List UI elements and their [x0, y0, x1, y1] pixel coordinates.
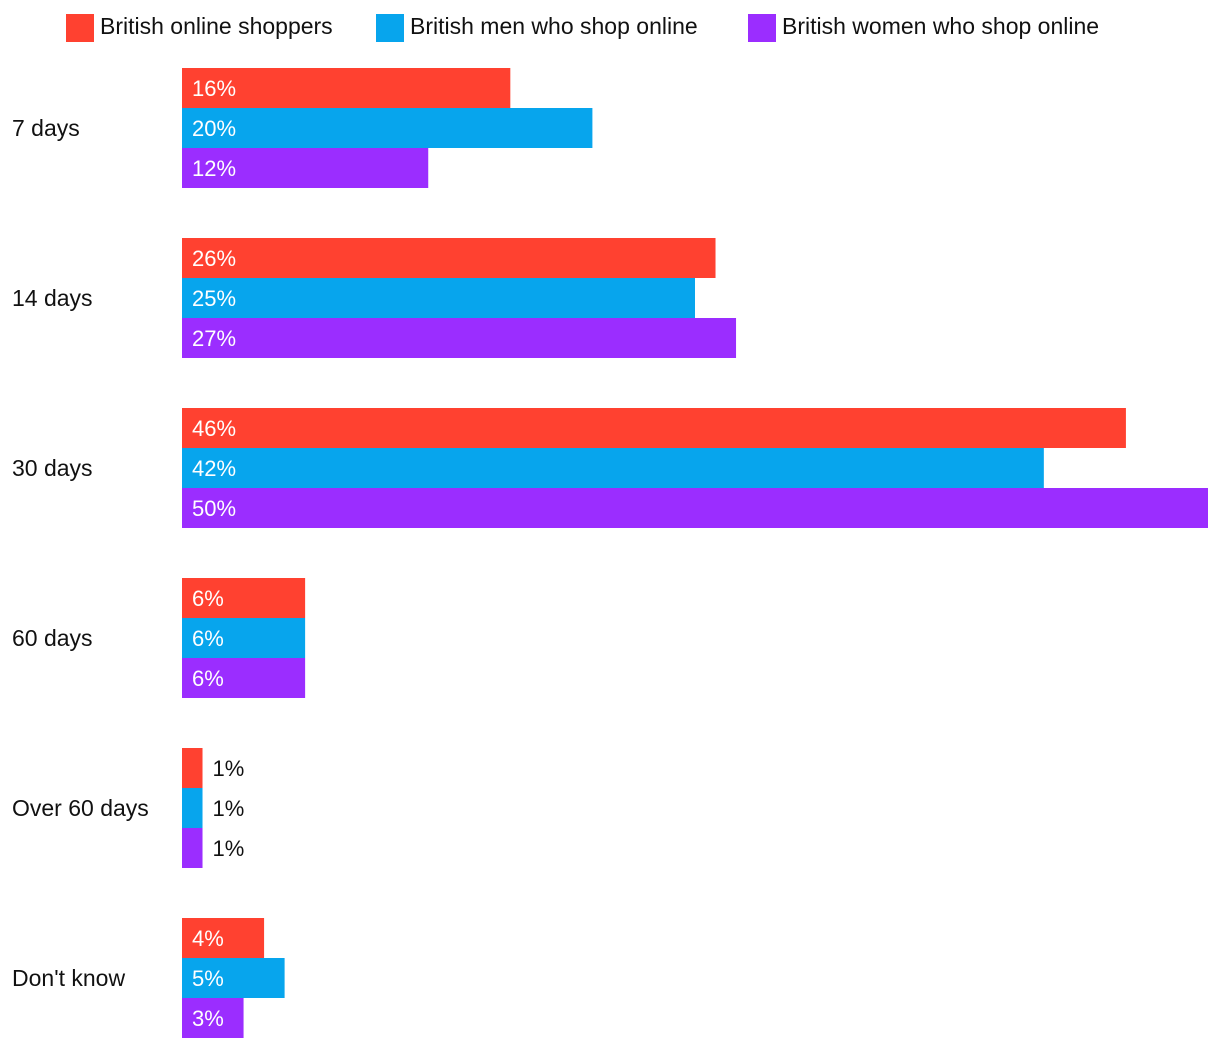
bar-1-6 — [182, 918, 265, 958]
legend-swatch-1 — [66, 14, 94, 42]
bar-2-4 — [182, 618, 306, 658]
bar-1-5 — [182, 748, 203, 788]
data-label: 1% — [213, 796, 245, 821]
bar-2-5 — [182, 788, 203, 828]
data-label: 20% — [192, 116, 236, 141]
category-axis: 7 days 14 days 30 days 60 days Over 60 days D… — [12, 115, 149, 991]
data-label: 25% — [192, 286, 236, 311]
data-label: 50% — [192, 496, 236, 521]
data-label: 26% — [192, 246, 236, 271]
data-label: 6% — [192, 586, 224, 611]
bar-2-1 — [182, 108, 593, 148]
bar-3-3 — [182, 488, 1208, 528]
data-label: 46% — [192, 416, 236, 441]
bar-1-4 — [182, 578, 306, 618]
bar-3-2 — [182, 318, 737, 358]
data-label: 1% — [213, 836, 245, 861]
data-label: 3% — [192, 1006, 224, 1031]
bar-1-2 — [182, 238, 716, 278]
bar-1-1 — [182, 68, 511, 108]
legend-swatch-2 — [376, 14, 404, 42]
data-label: 6% — [192, 626, 224, 651]
category-label: Over 60 days — [12, 795, 149, 821]
bar-2-3 — [182, 448, 1044, 488]
bar-2-2 — [182, 278, 695, 318]
data-label: 12% — [192, 156, 236, 181]
data-label: 4% — [192, 926, 224, 951]
category-label: 30 days — [12, 455, 93, 481]
plot-area: 16% 20% 12% 26% 25% 27% 46% 42% 50% 6% 6% 6% 1% 1% 1% 4… — [182, 68, 1208, 1038]
bar-1-3 — [182, 408, 1126, 448]
legend: British online shoppers British men who s… — [66, 13, 1099, 42]
category-label: Don't know — [12, 965, 125, 991]
category-label: 7 days — [12, 115, 80, 141]
bar-3-1 — [182, 148, 429, 188]
data-label: 5% — [192, 966, 224, 991]
data-label: 6% — [192, 666, 224, 691]
data-label: 42% — [192, 456, 236, 481]
bar-3-4 — [182, 658, 306, 698]
legend-label-1: British online shoppers — [100, 13, 333, 39]
data-label: 16% — [192, 76, 236, 101]
legend-swatch-3 — [748, 14, 776, 42]
data-label: 27% — [192, 326, 236, 351]
bar-3-5 — [182, 828, 203, 868]
legend-label-3: British women who shop online — [782, 13, 1099, 39]
bar-2-6 — [182, 958, 285, 998]
category-label: 60 days — [12, 625, 93, 651]
category-label: 14 days — [12, 285, 93, 311]
bar-3-6 — [182, 998, 244, 1038]
legend-label-2: British men who shop online — [410, 13, 698, 39]
data-label: 1% — [213, 756, 245, 781]
